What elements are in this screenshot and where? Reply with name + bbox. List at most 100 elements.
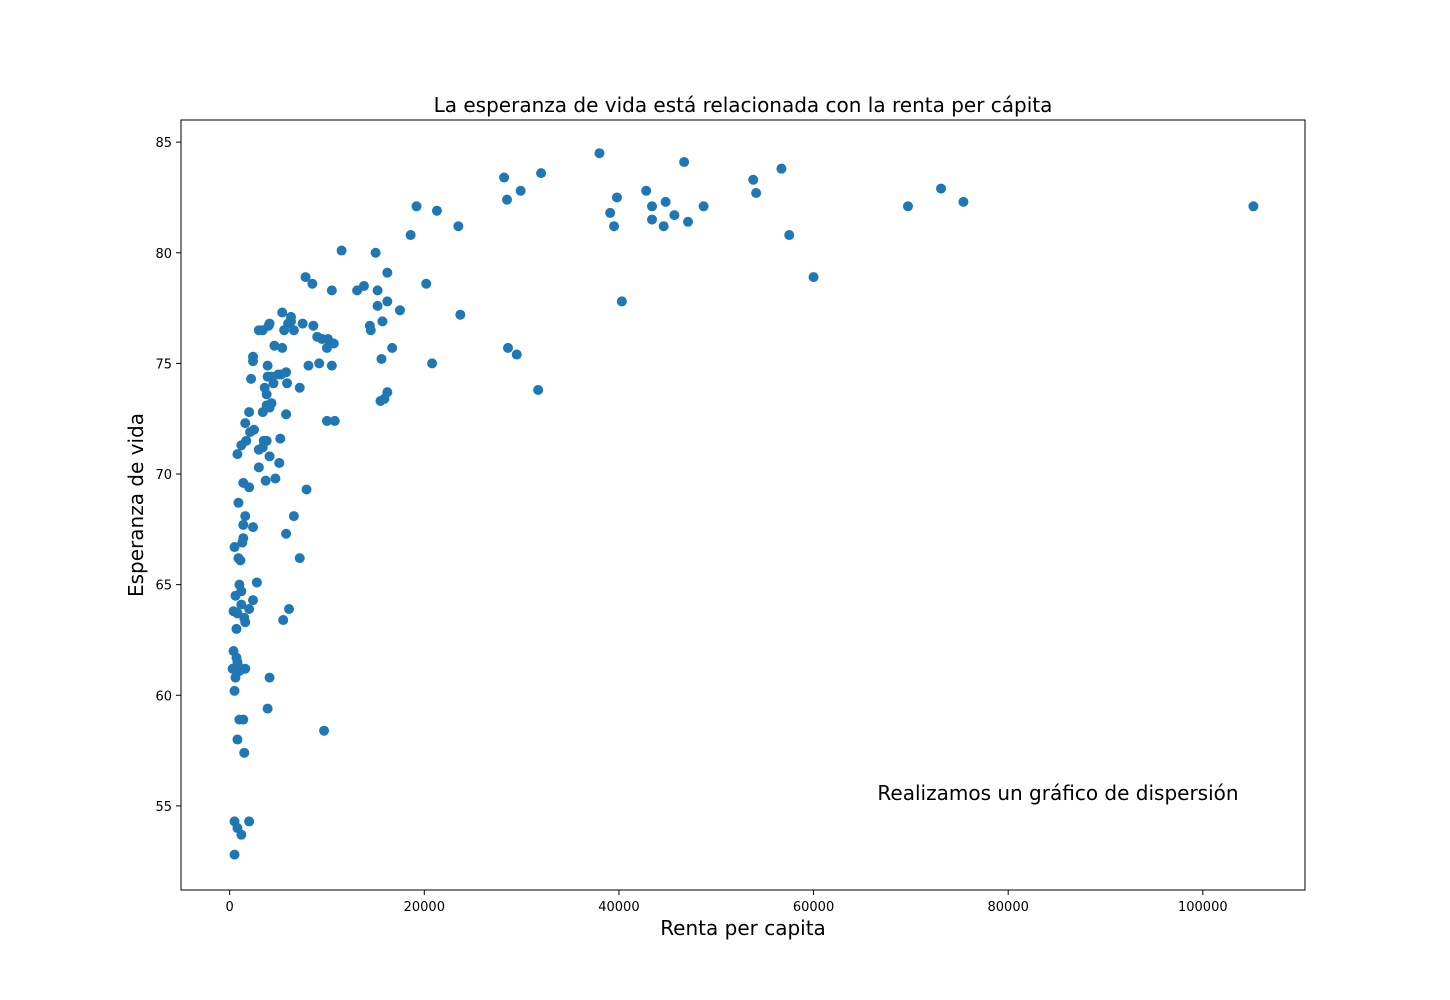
x-tick-label: 80000 <box>988 900 1029 915</box>
data-point <box>246 373 257 384</box>
data-point <box>536 168 547 179</box>
data-point <box>297 318 308 329</box>
data-point <box>511 349 522 360</box>
data-point <box>248 522 259 533</box>
data-point <box>229 542 240 553</box>
data-point <box>240 663 251 674</box>
data-point <box>698 201 709 212</box>
data-point <box>647 201 658 212</box>
chart-title: La esperanza de vida está relacionada co… <box>434 93 1053 117</box>
data-point <box>269 340 280 351</box>
data-point <box>365 325 376 336</box>
y-tick-label: 60 <box>155 689 172 704</box>
data-point <box>658 221 669 232</box>
data-point <box>253 462 264 473</box>
y-tick-label: 80 <box>155 247 172 262</box>
data-point <box>261 389 272 400</box>
data-point <box>372 285 383 296</box>
data-point <box>240 418 251 429</box>
plot-area-frame <box>180 119 1306 891</box>
data-point <box>229 849 240 860</box>
data-point <box>301 484 312 495</box>
data-point <box>231 623 242 634</box>
data-point <box>278 615 289 626</box>
data-point <box>230 590 241 601</box>
data-point <box>244 816 255 827</box>
data-point <box>270 473 281 484</box>
data-point <box>502 194 513 205</box>
data-point <box>281 409 292 420</box>
data-point <box>660 196 671 207</box>
data-point <box>307 278 318 289</box>
data-point <box>236 440 247 451</box>
data-point <box>303 360 314 371</box>
data-point <box>1248 201 1259 212</box>
x-tick-label: 40000 <box>598 900 639 915</box>
data-point <box>237 537 248 548</box>
data-point <box>421 278 432 289</box>
data-point <box>257 407 268 418</box>
data-point <box>808 272 819 283</box>
data-point <box>230 672 241 683</box>
data-point <box>240 617 251 628</box>
y-tick-label: 55 <box>155 800 172 815</box>
data-point <box>262 360 273 371</box>
data-point <box>314 358 325 369</box>
data-point <box>936 183 947 194</box>
data-point <box>394 305 405 316</box>
data-point <box>294 382 305 393</box>
data-point <box>647 214 658 225</box>
data-point <box>284 603 295 614</box>
data-point <box>251 577 262 588</box>
data-point <box>244 482 255 493</box>
data-point <box>605 207 616 218</box>
data-point <box>236 599 247 610</box>
x-axis-ticks: 0 20000 40000 60000 80000 100000 <box>226 890 1228 915</box>
data-point <box>300 272 311 283</box>
data-point <box>382 296 393 307</box>
data-point <box>248 595 259 606</box>
data-point <box>683 216 694 227</box>
data-point <box>616 296 627 307</box>
data-point <box>277 342 288 353</box>
data-point <box>776 163 787 174</box>
x-tick-label: 60000 <box>793 900 834 915</box>
data-point <box>253 444 264 455</box>
data-point <box>260 475 271 486</box>
data-point <box>274 457 285 468</box>
data-point <box>382 267 393 278</box>
y-tick-label: 65 <box>155 579 172 594</box>
data-point <box>244 407 255 418</box>
data-point <box>288 325 299 336</box>
y-tick-label: 70 <box>155 468 172 483</box>
data-point <box>784 230 795 241</box>
x-tick-label: 100000 <box>1178 900 1228 915</box>
data-point <box>279 325 290 336</box>
data-point <box>264 451 275 462</box>
data-point <box>321 415 332 426</box>
data-point <box>275 433 286 444</box>
data-point <box>405 230 416 241</box>
data-point <box>257 325 268 336</box>
data-point <box>352 285 363 296</box>
data-point <box>748 174 759 185</box>
data-point <box>248 356 259 367</box>
data-point <box>319 725 330 736</box>
data-point <box>232 734 243 745</box>
data-point <box>377 316 388 327</box>
data-point <box>244 603 255 614</box>
data-point <box>281 528 292 539</box>
data-point <box>268 378 279 389</box>
x-tick-label: 0 <box>226 900 234 915</box>
data-point <box>329 415 340 426</box>
data-point <box>239 747 250 758</box>
data-point <box>455 309 466 320</box>
data-point <box>375 396 386 407</box>
x-axis-label: Renta per capita <box>660 916 826 940</box>
data-point <box>262 703 273 714</box>
data-point <box>958 196 969 207</box>
data-point <box>502 342 513 353</box>
data-point <box>902 201 913 212</box>
